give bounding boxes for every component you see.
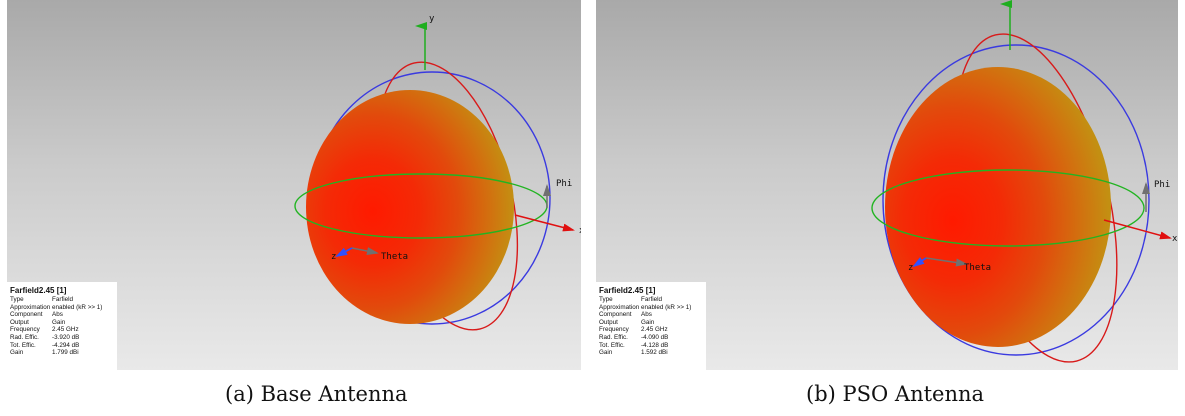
info-row: Rad. Effic. -4.090 dB: [599, 333, 669, 341]
info-row: Tot. Effic. -4.294 dB: [10, 341, 80, 349]
caption-base-antenna: (a) Base Antenna: [225, 382, 408, 406]
theta-axis: [351, 247, 379, 255]
info-row: Gain 1.592 dBi: [599, 349, 668, 357]
farfield-3d-plot: x Phi Theta z: [871, 0, 1178, 363]
farfield-view-base[interactable]: y x Phi Theta z Farfield2.45 [1] TypeFar…: [7, 0, 581, 370]
info-row: Approximation enabled (kR >> 1): [10, 303, 103, 311]
theta-axis-label: Theta: [964, 263, 991, 273]
farfield-view-pso[interactable]: x Phi Theta z Farfield2.45 [1] Type Farfi…: [596, 0, 1178, 370]
info-row: Frequency 2.45 GHz: [599, 326, 668, 334]
info-row: Gain 1.799 dBi: [10, 349, 79, 357]
info-row: Component Abs: [599, 311, 652, 319]
z-axis-label: z: [908, 263, 913, 273]
info-title: Farfield2.45 [1]: [10, 286, 67, 295]
z-axis-label: z: [331, 252, 336, 262]
theta-ring: [882, 44, 1150, 356]
z-axis: [912, 257, 927, 268]
theta-axis-label: Theta: [381, 252, 408, 262]
x-axis-label: x: [579, 226, 581, 236]
z-axis: [335, 247, 353, 257]
phi-axis-label: Phi: [1154, 180, 1170, 190]
equator-ring: [871, 169, 1145, 247]
farfield-3d-plot: y x Phi Theta z: [294, 14, 581, 331]
y-axis-label: y: [429, 14, 435, 24]
info-row: Component Abs: [10, 311, 63, 319]
info-row: Tot. Effic. -4.128 dB: [599, 341, 669, 349]
farfield-info-box: Farfield2.45 [1] Type Farfield Approximat…: [596, 282, 706, 370]
info-row: Type Farfield: [599, 296, 662, 303]
theta-axis: [925, 257, 968, 267]
phi-axis-label: Phi: [556, 179, 572, 189]
x-axis: [1103, 219, 1172, 240]
info-row: Rad. Effic. -3.920 dB: [10, 333, 80, 341]
info-row: Output Gain: [10, 318, 66, 326]
info-title: Farfield2.45 [1]: [599, 286, 656, 295]
x-axis-label: x: [1172, 234, 1178, 244]
caption-pso-antenna: (b) PSO Antenna: [806, 382, 985, 406]
info-row: Frequency 2.45 GHz: [10, 326, 79, 334]
info-row: Output Gain: [599, 318, 655, 326]
farfield-info-box: Farfield2.45 [1] Type Farfield Approximat…: [7, 282, 117, 370]
info-row: Approximation enabled (kR >> 1): [599, 303, 692, 311]
x-axis: [514, 214, 575, 232]
gain-pattern-sphere: [306, 90, 514, 324]
gain-pattern-sphere: [885, 67, 1111, 347]
info-row: Type Farfield: [10, 296, 73, 303]
